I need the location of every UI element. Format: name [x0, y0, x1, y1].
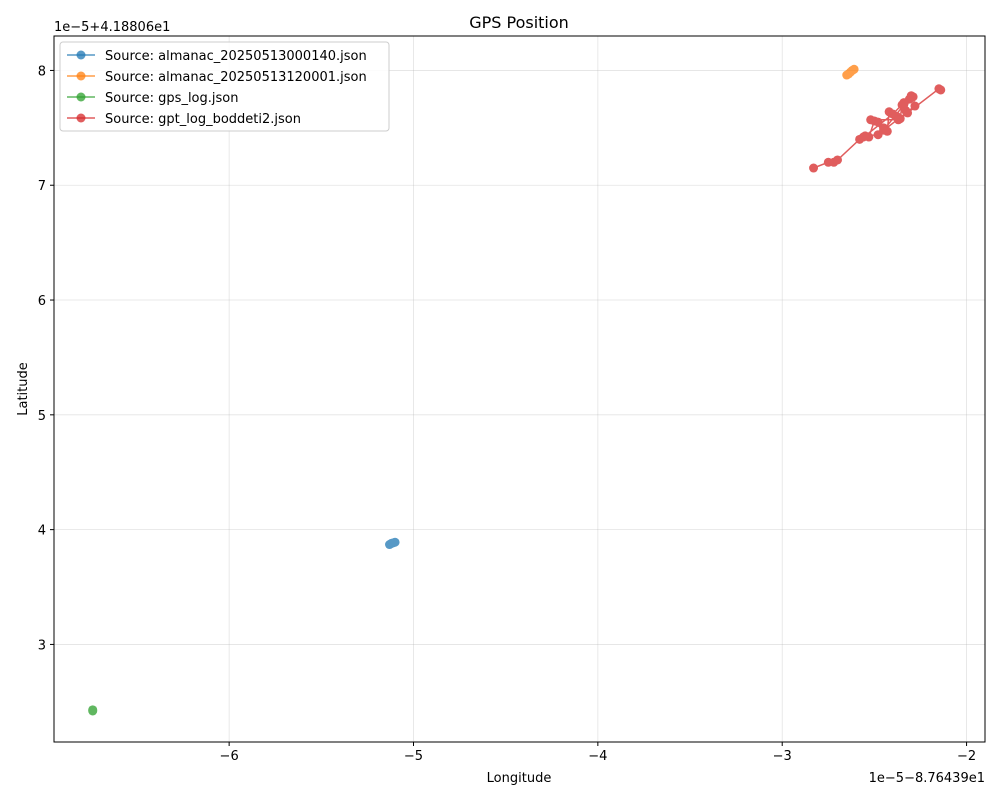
data-point — [879, 125, 889, 135]
x-tick-label: −4 — [588, 749, 607, 764]
series-2 — [842, 64, 859, 80]
legend-label: Source: almanac_20250513120001.json — [105, 70, 367, 85]
data-point — [849, 64, 859, 74]
x-tick-label: −6 — [220, 749, 239, 764]
data-point — [936, 85, 946, 95]
data-point — [910, 101, 920, 111]
y-tick-label: 7 — [38, 179, 46, 194]
legend-marker — [76, 71, 86, 81]
x-axis-label: Longitude — [487, 771, 552, 786]
legend-marker — [76, 50, 86, 60]
x-axis-offset-label: 1e−5−8.76439e1 — [869, 771, 985, 786]
legend-entry: Source: almanac_20250513120001.json — [67, 70, 367, 85]
x-tick-label: −3 — [773, 749, 792, 764]
data-point — [906, 91, 916, 101]
data-point — [833, 155, 843, 165]
legend-entry: Source: almanac_20250513000140.json — [67, 49, 367, 64]
chart-title: GPS Position — [469, 13, 569, 32]
data-point — [809, 163, 819, 173]
legend: Source: almanac_20250513000140.json Sourc… — [59, 41, 390, 132]
y-axis-ticks: 3 4 5 6 7 8 — [38, 64, 54, 653]
legend-entry: Source: gps_log.json — [67, 91, 238, 106]
data-point — [390, 537, 400, 547]
legend-entry: Source: gpt_log_boddeti2.json — [67, 112, 301, 127]
data-point — [88, 705, 98, 715]
grid-lines — [54, 36, 985, 742]
y-tick-label: 5 — [38, 409, 46, 424]
legend-label: Source: almanac_20250513000140.json — [105, 49, 367, 64]
legend-marker — [76, 113, 86, 123]
legend-label: Source: gpt_log_boddeti2.json — [105, 112, 301, 127]
x-tick-label: −2 — [957, 749, 976, 764]
legend-box — [59, 41, 390, 132]
data-point — [893, 115, 903, 125]
y-tick-label: 4 — [38, 524, 46, 539]
data-point — [888, 109, 898, 119]
data-point — [873, 117, 883, 127]
series-1 — [385, 537, 400, 550]
y-tick-label: 6 — [38, 294, 46, 309]
y-axis-label: Latitude — [16, 362, 31, 416]
series-layer — [88, 64, 946, 716]
y-tick-label: 3 — [38, 638, 46, 653]
series-4 — [809, 84, 946, 173]
data-point — [866, 115, 876, 125]
x-axis-ticks: −6 −5 −4 −3 −2 — [220, 742, 976, 764]
x-tick-label: −5 — [404, 749, 423, 764]
plot-area-frame — [53, 35, 986, 743]
legend-marker — [76, 92, 86, 102]
legend-label: Source: gps_log.json — [105, 91, 238, 106]
data-point — [899, 98, 909, 108]
y-axis-offset-label: 1e−5+4.18806e1 — [54, 20, 170, 35]
data-point — [860, 131, 870, 141]
y-tick-label: 8 — [38, 64, 46, 79]
data-point — [903, 108, 913, 118]
series-3 — [88, 705, 98, 716]
